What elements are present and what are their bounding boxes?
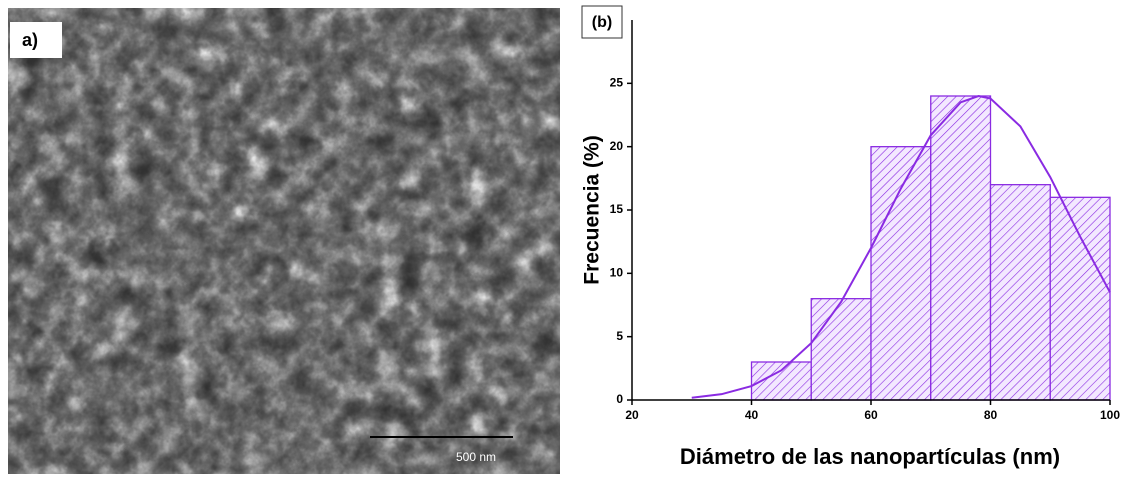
x-tick-label: 100 [1100, 408, 1120, 422]
x-tick-label: 20 [625, 408, 639, 422]
panel-a: a) 500 nm [8, 8, 560, 474]
sem-image [8, 8, 560, 474]
y-axis-label: Frecuencia (%) [581, 135, 604, 284]
panel-label: (b) [592, 14, 612, 31]
bar [931, 96, 991, 400]
x-axis-label: Diámetro de las nanopartículas (nm) [680, 444, 1060, 469]
y-tick-label: 15 [610, 202, 624, 216]
y-tick-label: 5 [616, 329, 623, 343]
x-tick-label: 80 [984, 408, 998, 422]
bar [991, 185, 1051, 400]
panel-b: (b) Frecuencia (%) Diámetro de las nanop… [581, 6, 1121, 469]
scale-bar-label: 500 nm [456, 450, 496, 464]
figure: a) 500 nm (b) Frecuencia (%) Diámetro de… [0, 0, 1128, 474]
y-tick-label: 20 [610, 139, 624, 153]
y-tick-label: 10 [610, 266, 624, 280]
panel-label: a) [22, 30, 38, 50]
y-tick-label: 25 [610, 76, 624, 90]
bar [871, 147, 931, 400]
y-tick-label: 0 [616, 392, 623, 406]
bar [811, 299, 871, 400]
x-tick-label: 60 [864, 408, 878, 422]
bar [1050, 197, 1110, 400]
x-tick-label: 40 [745, 408, 759, 422]
